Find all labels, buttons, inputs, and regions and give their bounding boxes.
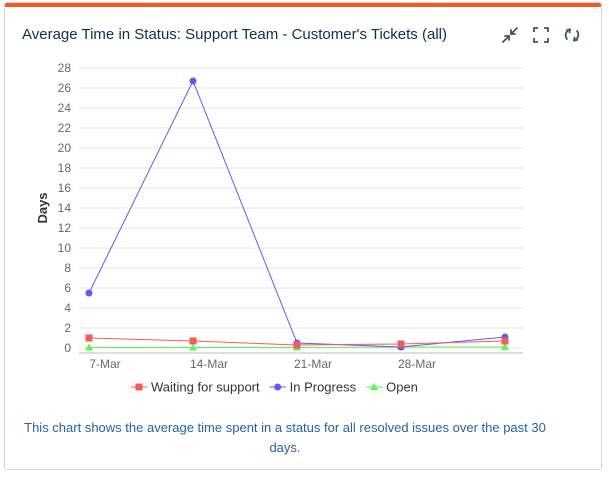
y-tick-label: 20 [58,141,72,155]
y-tick-label: 22 [58,121,72,135]
minimize-icon[interactable] [499,24,521,46]
y-axis-label: Days [35,192,50,223]
y-tick-label: 16 [58,181,72,195]
gadget-panel: Average Time in Status: Support Team - C… [4,2,602,470]
data-point [397,340,405,348]
x-tick-label: 28-Mar [398,357,436,371]
data-point [293,341,301,349]
series-line [88,79,506,348]
legend-item-label: Waiting for support [151,380,260,395]
y-tick-label: 14 [58,201,72,215]
gadget-accent-bar [5,3,601,7]
y-tick-label: 0 [64,341,71,355]
y-tick-label: 26 [58,81,72,95]
data-point [189,343,197,351]
refresh-icon[interactable] [561,24,583,46]
data-point [189,77,197,85]
data-point [189,337,197,345]
chart-description: This chart shows the average time spent … [24,420,546,455]
y-tick-label: 8 [64,261,71,275]
y-tick-label: 10 [58,241,72,255]
x-tick-label: 14-Mar [190,357,228,371]
gadget-toolbar [499,24,583,46]
legend-item-label: In Progress [290,380,357,395]
legend-item-label: Open [386,380,418,395]
data-point [501,343,509,350]
legend-marker [370,383,379,390]
maximize-icon[interactable] [530,24,552,46]
y-tick-label: 24 [58,101,72,115]
gadget-title: Average Time in Status: Support Team - C… [22,26,447,43]
chart-grid [79,67,523,349]
x-tick-label: 21-Mar [294,357,332,371]
y-tick-label: 4 [64,301,71,315]
y-tick-label: 18 [58,161,72,175]
legend-marker [274,383,282,391]
chart-series [85,77,509,351]
legend-marker [135,383,143,391]
data-point [501,337,509,345]
y-tick-label: 28 [58,61,72,75]
y-tick-label: 6 [64,281,71,295]
data-point [85,289,93,297]
data-point [85,343,93,351]
data-point [85,334,93,342]
y-tick-label: 12 [58,221,72,235]
x-tick-label: 7-Mar [89,357,120,371]
chart-legend: Waiting for support In Progress Open [131,380,418,395]
y-tick-label: 2 [64,321,71,335]
